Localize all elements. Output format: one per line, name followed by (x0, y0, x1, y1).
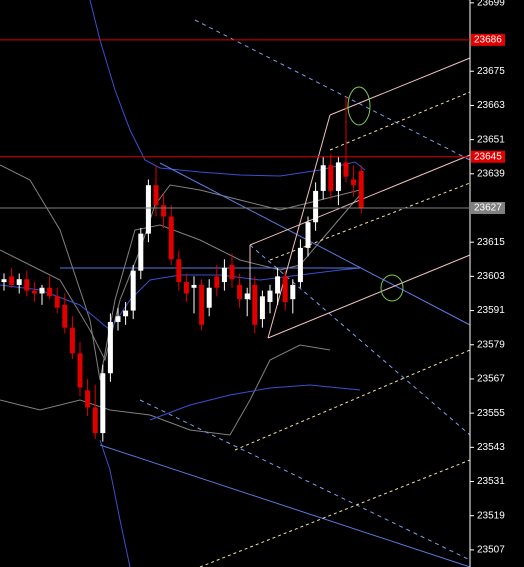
candle-body (153, 185, 159, 206)
candle-body (54, 296, 60, 308)
candle-body (351, 179, 357, 186)
candle-body (92, 407, 98, 434)
candle-body (176, 259, 182, 283)
candle-body (206, 287, 212, 308)
y-tick-label: 23663 (477, 100, 505, 111)
candle-body (107, 321, 113, 374)
price-label: 23645 (474, 151, 502, 162)
y-tick-label: 23675 (477, 66, 505, 77)
y-tick-label: 23507 (477, 545, 505, 556)
candle-body (123, 310, 129, 317)
candle-body (9, 276, 15, 285)
candle-body (115, 316, 121, 322)
y-tick-label: 23579 (477, 339, 505, 350)
candle-body (1, 279, 7, 283)
candle-body (221, 267, 227, 283)
y-tick-label: 23543 (477, 442, 505, 453)
candle-body (214, 276, 220, 288)
candle-body (145, 185, 151, 234)
candle-body (100, 373, 106, 434)
candle-body (199, 284, 205, 325)
candle-body (305, 222, 311, 248)
candle-body (259, 296, 265, 320)
candle-body (85, 390, 91, 408)
y-tick-label: 23531 (477, 476, 505, 487)
candle-body (313, 190, 319, 223)
y-tick-label: 23519 (477, 510, 505, 521)
indicators (0, 0, 471, 567)
price-label-box (471, 201, 505, 214)
candle-body (229, 264, 235, 280)
candle-body (244, 293, 250, 300)
y-tick-label: 23603 (477, 271, 505, 282)
candle-body (69, 327, 75, 354)
candle-body (183, 282, 189, 294)
candle-body (47, 287, 53, 297)
candle-body (161, 205, 167, 217)
candle-body (282, 276, 288, 303)
candle-body (31, 290, 37, 294)
candle-body (290, 284, 296, 300)
y-tick-label: 23567 (477, 374, 505, 385)
candle-body (39, 287, 45, 294)
candle-body (77, 353, 83, 388)
price-label-box (471, 33, 505, 46)
candle-body (62, 304, 68, 328)
candle-body (358, 170, 364, 208)
candle-body (16, 279, 22, 285)
price-label-box (471, 150, 505, 163)
candle-body (343, 162, 349, 177)
candle-body (168, 216, 174, 260)
price-label: 23686 (474, 35, 502, 46)
y-tick-label: 23555 (477, 408, 505, 419)
y-tick-label: 23639 (477, 168, 505, 179)
candle-body (252, 284, 258, 325)
y-tick-label: 23591 (477, 305, 505, 316)
candle-body (320, 165, 326, 191)
candle-body (138, 233, 144, 271)
y-tick-label: 23651 (477, 134, 505, 145)
candle-body (130, 270, 136, 311)
price-label: 23627 (474, 203, 502, 214)
candle-body (237, 284, 243, 300)
candle-body (24, 279, 30, 291)
candle-body (328, 165, 334, 191)
candle-body (275, 276, 281, 294)
candle-body (191, 284, 197, 288)
candle-body (267, 290, 273, 303)
y-tick-label: 23615 (477, 237, 505, 248)
candle-body (335, 162, 341, 191)
candle-body (297, 247, 303, 283)
y-tick-label: 23699 (477, 0, 505, 8)
